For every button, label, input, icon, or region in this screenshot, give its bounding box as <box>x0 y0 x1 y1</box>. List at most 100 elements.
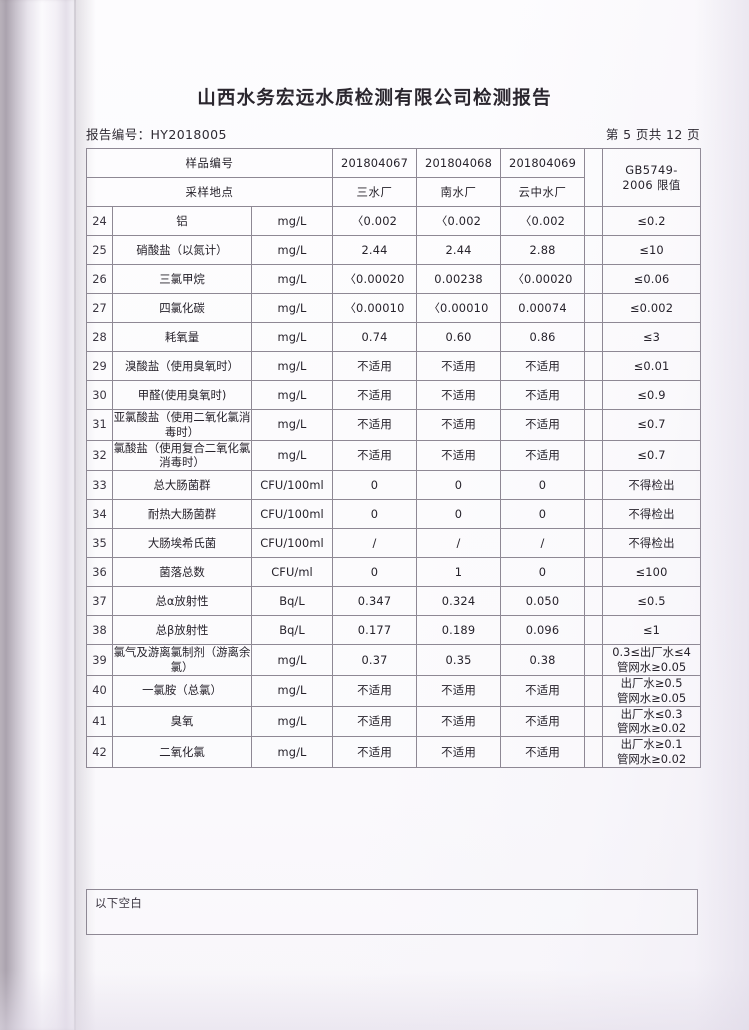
result-value-sample-1: 不适用 <box>332 674 418 707</box>
table-row: 42 二氧化氯 mg/L 不适用 不适用 不适用 出厂水≥0.1 管网水≥0.02 <box>86 736 702 768</box>
row-index: 38 <box>86 615 113 646</box>
parameter-unit: mg/L <box>250 235 334 265</box>
table-body: 样品编号 201804067 201804068 201804069 GB5749- 2… <box>85 148 702 768</box>
result-value-sample-2: 0.324 <box>416 586 502 617</box>
spacer-column <box>584 351 604 381</box>
result-value-sample-1: 〈0.00010 <box>332 293 418 323</box>
standard-limit-value: 出厂水≥0.1 管网水≥0.02 <box>602 736 702 768</box>
result-value-sample-1: 0.347 <box>332 586 418 617</box>
result-value-sample-1: 不适用 <box>332 409 418 441</box>
table-row: 29 溴酸盐（使用臭氧时） mg/L 不适用 不适用 不适用 ≤0.01 <box>86 351 702 381</box>
parameter-name: 菌落总数 <box>112 557 252 588</box>
header-standard-limit: GB5749- 2006 限值 <box>602 148 702 207</box>
row-index: 27 <box>86 293 113 323</box>
parameter-name: 总β放射性 <box>112 615 252 646</box>
result-value-sample-1: 〈0.00020 <box>332 264 418 294</box>
result-value-sample-2: 不适用 <box>416 351 502 381</box>
parameter-unit: mg/L <box>250 409 334 441</box>
spacer-column <box>584 439 604 472</box>
parameter-unit: mg/L <box>250 674 334 707</box>
table-row: 26 三氯甲烷 mg/L 〈0.00020 0.00238 〈0.00020 ≤0.06 <box>86 264 702 294</box>
result-value-sample-1: 0 <box>332 557 418 588</box>
footer-note-box: 以下空白 <box>86 889 698 935</box>
standard-limit-value: 出厂水≤0.3 管网水≥0.02 <box>602 705 702 738</box>
parameter-unit: CFU/100ml <box>250 528 334 559</box>
spacer-column <box>584 409 604 441</box>
standard-limit-value: ≤1 <box>602 615 702 646</box>
result-value-sample-3: 〈0.002 <box>500 206 586 236</box>
result-value-sample-2: 1 <box>416 557 502 588</box>
spacer-column <box>584 528 604 559</box>
parameter-unit: mg/L <box>250 705 334 738</box>
parameter-name: 溴酸盐（使用臭氧时） <box>112 351 252 381</box>
parameter-name: 铝 <box>112 206 252 236</box>
parameter-unit: mg/L <box>250 351 334 381</box>
header-sample-id-2: 201804068 <box>416 148 502 178</box>
result-value-sample-1: 0.74 <box>332 322 418 352</box>
spacer-column <box>584 674 604 707</box>
row-index: 32 <box>86 439 113 472</box>
row-index: 34 <box>86 499 113 530</box>
spacer-column <box>584 736 604 768</box>
result-value-sample-1: 0.37 <box>332 644 418 676</box>
table-row: 31 亚氯酸盐（使用二氧化氯消毒时） mg/L 不适用 不适用 不适用 ≤0.7 <box>86 409 702 441</box>
row-index: 28 <box>86 322 113 352</box>
page-right-shading <box>695 0 749 1030</box>
parameter-unit: Bq/L <box>250 586 334 617</box>
result-value-sample-2: 不适用 <box>416 674 502 707</box>
parameter-unit: mg/L <box>250 439 334 472</box>
spacer-column <box>584 705 604 738</box>
parameter-unit: CFU/100ml <box>250 470 334 501</box>
spacer-column <box>584 264 604 294</box>
result-value-sample-3: 0.00074 <box>500 293 586 323</box>
row-index: 40 <box>86 674 113 707</box>
result-value-sample-3: 2.88 <box>500 235 586 265</box>
result-value-sample-2: 不适用 <box>416 736 502 768</box>
parameter-name: 耗氧量 <box>112 322 252 352</box>
parameter-unit: mg/L <box>250 322 334 352</box>
footer-note-text: 以下空白 <box>95 896 143 910</box>
row-index: 33 <box>86 470 113 501</box>
result-value-sample-2: 2.44 <box>416 235 502 265</box>
parameter-unit: mg/L <box>250 293 334 323</box>
spacer-column <box>584 615 604 646</box>
result-value-sample-2: 不适用 <box>416 409 502 441</box>
spacer-column <box>584 644 604 676</box>
row-index: 30 <box>86 380 113 410</box>
header-sample-id-label: 样品编号 <box>85 148 334 178</box>
parameter-name: 甲醛(使用臭氧时) <box>112 380 252 410</box>
standard-limit-value: 出厂水≥0.5 管网水≥0.05 <box>602 674 702 707</box>
parameter-name: 四氯化碳 <box>112 293 252 323</box>
standard-limit-value: 不得检出 <box>602 499 702 530</box>
standard-limit-value: ≤0.2 <box>602 206 702 236</box>
standard-limit-value: ≤0.7 <box>602 439 702 472</box>
parameter-name: 亚氯酸盐（使用二氧化氯消毒时） <box>112 409 252 441</box>
result-value-sample-1: / <box>332 528 418 559</box>
parameter-name: 一氯胺（总氯） <box>112 674 252 707</box>
table-header-sample-id-row: 样品编号 201804067 201804068 201804069 GB5749- 2… <box>85 148 702 207</box>
parameter-name: 耐热大肠菌群 <box>112 499 252 530</box>
parameter-unit: CFU/100ml <box>250 499 334 530</box>
standard-limit-value: ≤0.5 <box>602 586 702 617</box>
spacer-column <box>584 235 604 265</box>
result-value-sample-1: 0.177 <box>332 615 418 646</box>
parameter-name: 硝酸盐（以氮计） <box>112 235 252 265</box>
parameter-name: 氯酸盐（使用复合二氧化氯消毒时） <box>112 439 252 472</box>
header-sampling-site-3: 云中水厂 <box>500 177 586 207</box>
page-indicator: 第 5 页共 12 页 <box>605 127 700 142</box>
result-value-sample-3: / <box>500 528 586 559</box>
result-value-sample-3: 0.096 <box>500 615 586 646</box>
result-value-sample-2: 0.00238 <box>416 264 502 294</box>
result-value-sample-3: 〈0.00020 <box>500 264 586 294</box>
parameter-unit: mg/L <box>250 644 334 676</box>
header-sampling-site-label: 采样地点 <box>85 177 334 207</box>
standard-limit-value: ≤0.9 <box>602 380 702 410</box>
result-value-sample-2: / <box>416 528 502 559</box>
header-sample-id-1: 201804067 <box>332 148 418 178</box>
standard-limit-value: 0.3≤出厂水≤4 管网水≥0.05 <box>602 644 702 676</box>
parameter-name: 总大肠菌群 <box>112 470 252 501</box>
result-value-sample-3: 不适用 <box>500 409 586 441</box>
row-index: 25 <box>86 235 113 265</box>
standard-limit-value: 不得检出 <box>602 528 702 559</box>
